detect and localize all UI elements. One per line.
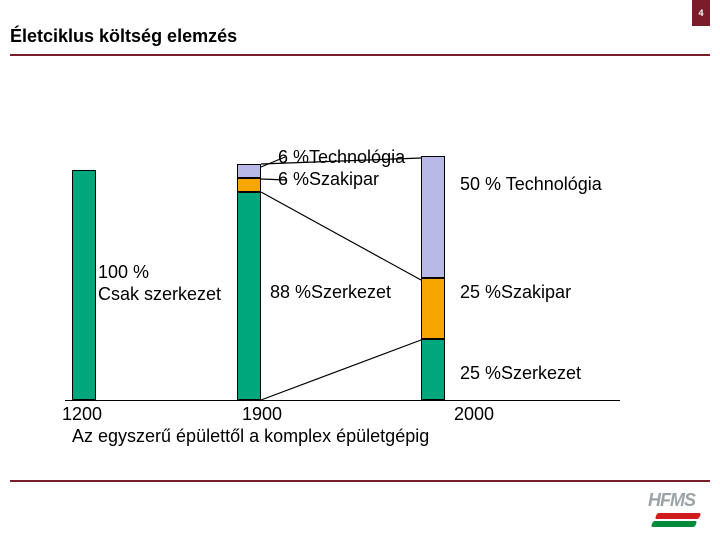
logo: HFMS — [642, 490, 706, 530]
bar-1900-technologia — [237, 164, 261, 178]
bar-1200-szerkezet — [72, 170, 96, 400]
chart-caption: Az egyszerű épülettől a komplex épületgé… — [72, 426, 429, 448]
chart-area: 100 % Csak szerkezet 6 %Technológia 6 %S… — [0, 70, 720, 440]
leader-lines — [0, 70, 720, 440]
label-bar1-line2: Csak szerkezet — [98, 284, 221, 306]
bar-1200 — [72, 170, 96, 400]
logo-stripe-red — [655, 513, 701, 519]
label-bar3-25szerk: 25 %Szerkezet — [460, 363, 581, 385]
bar-2000-technologia — [421, 156, 445, 278]
page-number-box: 4 — [692, 0, 710, 26]
logo-text: HFMS — [648, 490, 695, 511]
label-bar2-6szak: 6 %Szakipar — [278, 169, 379, 191]
logo-stripe-green — [651, 521, 697, 527]
page-number: 4 — [698, 8, 703, 18]
year-label-1900: 1900 — [242, 404, 282, 426]
year-label-2000: 2000 — [454, 404, 494, 426]
x-axis — [65, 400, 620, 401]
bar-1900 — [237, 164, 261, 400]
label-bar2-6tech: 6 %Technológia — [278, 147, 405, 169]
page-title: Életciklus költség elemzés — [10, 26, 237, 47]
bar-1900-szakipar — [237, 178, 261, 192]
title-underline — [10, 54, 710, 56]
label-bar3-25szak: 25 %Szakipar — [460, 282, 571, 304]
label-bar1-line1: 100 % — [98, 262, 149, 284]
label-bar2-88szerk: 88 %Szerkezet — [270, 282, 391, 304]
bar-2000 — [421, 156, 445, 400]
label-bar3-50tech: 50 % Technológia — [460, 174, 602, 196]
year-label-1200: 1200 — [62, 404, 102, 426]
bottom-rule — [10, 480, 710, 482]
bar-2000-szerkezet — [421, 339, 445, 400]
bar-1900-szerkezet — [237, 192, 261, 400]
bar-2000-szakipar — [421, 278, 445, 339]
